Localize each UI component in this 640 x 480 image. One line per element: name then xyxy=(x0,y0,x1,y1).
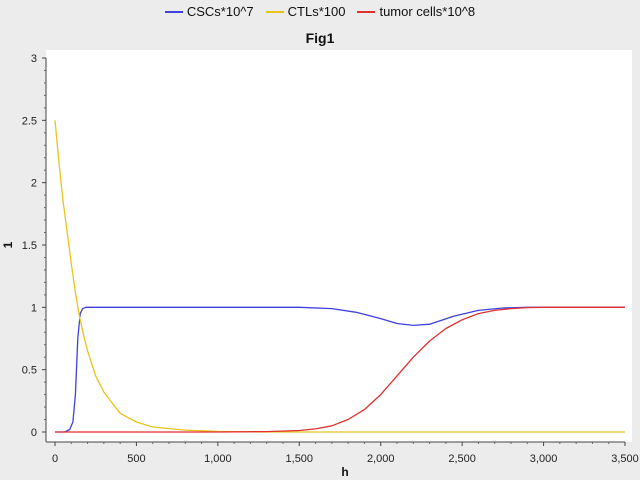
legend-swatch-tumor xyxy=(357,10,376,13)
legend-label-ctls: CTLs*100 xyxy=(287,4,346,19)
x-tick-label: 3,000 xyxy=(530,453,558,465)
x-tick-label: 3,500 xyxy=(611,453,639,465)
legend-item-ctls: CTLs*100 xyxy=(265,4,346,19)
series-line-tumor xyxy=(55,306,625,433)
y-tick-label: 3 xyxy=(31,53,37,65)
series-line-cscs xyxy=(55,306,625,433)
x-tick-label: 1,500 xyxy=(286,453,314,465)
legend-swatch-ctls xyxy=(265,10,284,13)
x-tick-label: 2,500 xyxy=(448,453,476,465)
x-tick-label: 1,000 xyxy=(204,453,232,465)
chart-title: Fig1 xyxy=(305,30,335,46)
y-tick-label: 1 xyxy=(31,302,37,314)
legend-item-cscs: CSCs*10^7 xyxy=(164,4,254,19)
y-axis-title: 1 xyxy=(1,241,15,248)
series-line-ctls xyxy=(54,120,625,433)
x-tick-label: 2,000 xyxy=(367,453,395,465)
y-tick-label: 0 xyxy=(31,427,37,439)
legend-label-cscs: CSCs*10^7 xyxy=(186,4,254,19)
chart-legend: CSCs*10^7 CTLs*100 tumor cells*10^8 xyxy=(0,4,640,19)
axes: 0 0.5 1 1.5 2 2.5 3 0 500 1,000 1,500 2,000 2,500 3,0… xyxy=(22,53,639,465)
legend-swatch-cscs xyxy=(164,10,183,13)
legend-label-tumor: tumor cells*10^8 xyxy=(379,4,476,19)
x-tick-label: 0 xyxy=(52,453,58,465)
series-lines xyxy=(54,120,625,433)
legend-item-tumor: tumor cells*10^8 xyxy=(357,4,475,19)
plot-area xyxy=(46,50,632,442)
y-tick-label: 0.5 xyxy=(22,365,37,377)
y-tick-label: 2.5 xyxy=(22,115,37,127)
x-tick-label: 500 xyxy=(127,453,145,465)
y-tick-label: 1.5 xyxy=(22,240,37,252)
y-tick-label: 2 xyxy=(31,178,37,190)
x-axis-title: h xyxy=(341,465,348,479)
